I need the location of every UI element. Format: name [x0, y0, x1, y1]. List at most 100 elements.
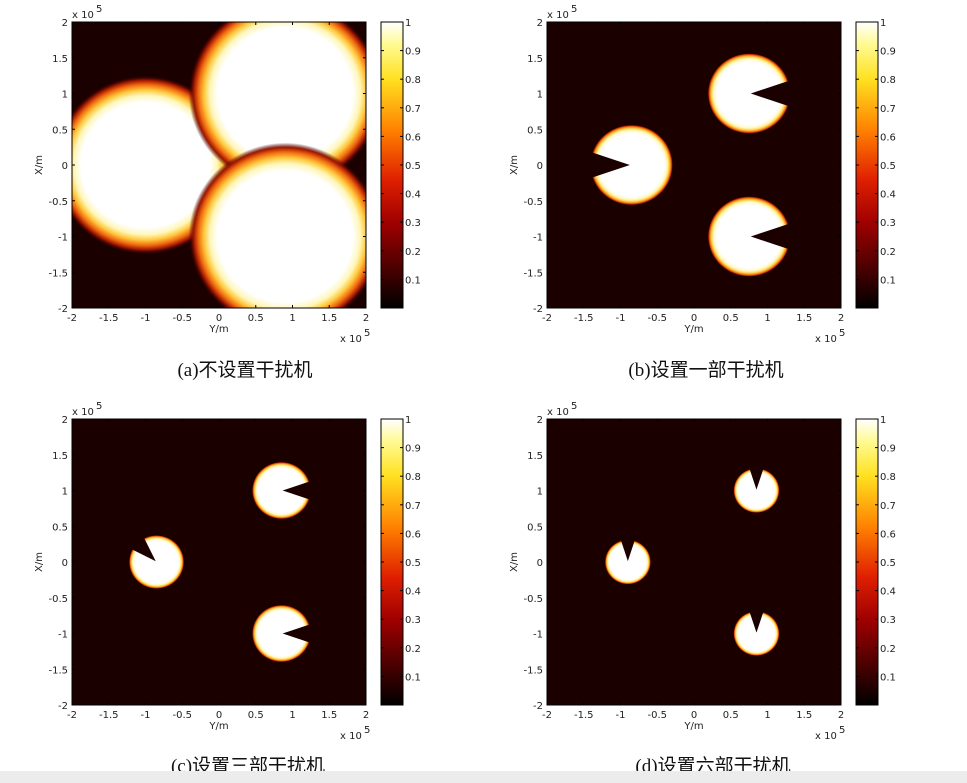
- colorbar-tick-label: 0.4: [880, 190, 896, 201]
- colorbar-tick-label: 0.2: [405, 644, 421, 655]
- x-tick-label: 0: [216, 710, 222, 721]
- colorbar-tick-label: 0.2: [880, 644, 896, 655]
- colorbar-tick-label: 0.3: [880, 218, 896, 229]
- colorbar: [855, 21, 879, 309]
- y-tick-label: 0: [537, 558, 543, 569]
- x-tick-label: 2: [838, 710, 844, 721]
- colorbar-tick-label: 0.9: [880, 444, 896, 455]
- y-exponent-power: 5: [571, 401, 577, 412]
- x-axis-label: Y/m: [208, 721, 228, 732]
- colorbar-tick-label: 0.6: [405, 132, 421, 143]
- y-tick-label: -2: [533, 304, 543, 315]
- colorbar-tick-label: 0.5: [405, 558, 421, 569]
- x-tick-label: -1: [616, 313, 626, 324]
- panel-caption: (a)不设置干扰机: [177, 359, 312, 381]
- jammer-notch-2: [748, 464, 765, 490]
- y-tick-label: 2: [62, 18, 68, 29]
- x-tick-label: 2: [363, 313, 369, 324]
- jammer-notch-3: [750, 221, 796, 252]
- y-tick-label: 0: [62, 558, 68, 569]
- x-tick-label: 1: [289, 710, 295, 721]
- colorbar-tick-label: 1: [880, 415, 886, 426]
- y-tick-label: 0.5: [527, 522, 543, 533]
- y-exponent-label: x 10: [72, 407, 94, 418]
- x-tick-label: 1: [764, 313, 770, 324]
- colorbar-tick-label: 0.4: [880, 587, 896, 598]
- jammer-notch-1: [619, 536, 637, 562]
- y-tick-label: -0.5: [48, 197, 68, 208]
- x-tick-label: 1.5: [321, 313, 337, 324]
- x-exponent-label: x 10: [815, 334, 837, 345]
- x-tick-label: -1.5: [99, 313, 119, 324]
- x-tick-label: -0.5: [647, 313, 667, 324]
- y-tick-label: -0.5: [523, 594, 543, 605]
- x-tick-label: 0.5: [248, 710, 264, 721]
- y-tick-label: 1.5: [527, 54, 543, 65]
- colorbar-tick-label: 0.7: [405, 501, 421, 512]
- y-tick-label: 0: [537, 161, 543, 172]
- x-tick-label: -1: [141, 710, 151, 721]
- heatmap-field: [604, 464, 780, 656]
- x-axis-label: Y/m: [683, 721, 703, 732]
- colorbar-tick-label: 0.7: [405, 104, 421, 115]
- x-tick-label: -1.5: [574, 313, 594, 324]
- detection-zone-2: [252, 461, 311, 520]
- panel-a: -2 -1.5 -1 -0.5 0 0.5 1 1.5 2 2 1.5 1 0.5 0 -0.5 -1 -1.5…: [34, 4, 421, 381]
- colorbar-tick-label: 0.9: [405, 47, 421, 58]
- x-tick-label: 2: [363, 710, 369, 721]
- x-tick-label: 0: [691, 313, 697, 324]
- colorbar-tick-label: 0.8: [405, 75, 421, 86]
- bottom-strip: [0, 771, 967, 783]
- panel-b: -2 -1.5 -1 -0.5 0 0.5 1 1.5 2 2 1.5 1 0.5 0 -0.5 -1 -1.5…: [509, 4, 896, 381]
- x-tick-label: 1.5: [796, 313, 812, 324]
- colorbar: [380, 21, 404, 309]
- jammer-notch-3: [748, 607, 765, 633]
- colorbar-tick-label: 0.7: [880, 501, 896, 512]
- x-tick-label: 1.5: [796, 710, 812, 721]
- y-exponent-label: x 10: [547, 10, 569, 21]
- colorbar-tick-label: 0.4: [405, 190, 421, 201]
- y-tick-label: -1: [58, 630, 68, 641]
- colorbar-tick-label: 0.5: [880, 161, 896, 172]
- y-axis-label: X/m: [509, 552, 520, 572]
- jammer-notch-3: [282, 622, 315, 645]
- x-tick-label: -0.5: [172, 710, 192, 721]
- y-tick-label: -2: [533, 701, 543, 712]
- y-exponent-power: 5: [96, 401, 102, 412]
- x-exponent-power: 5: [839, 725, 845, 736]
- jammer-notch-2: [750, 78, 796, 109]
- x-tick-label: 0.5: [723, 710, 739, 721]
- x-exponent-power: 5: [364, 725, 370, 736]
- y-exponent-power: 5: [96, 4, 102, 15]
- detection-zone-3: [188, 142, 366, 308]
- x-exponent-label: x 10: [340, 731, 362, 742]
- y-axis-label: X/m: [509, 155, 520, 175]
- x-tick-label: 1: [289, 313, 295, 324]
- y-axis-label: X/m: [34, 155, 45, 175]
- detection-zone-1: [590, 124, 673, 206]
- colorbar-tick-label: 0.8: [880, 75, 896, 86]
- colorbar-tick-label: 0.3: [880, 615, 896, 626]
- colorbar-tick-label: 0.9: [880, 47, 896, 58]
- y-tick-label: -1.5: [523, 268, 543, 279]
- detection-zone-3: [733, 611, 780, 656]
- y-tick-label: 0.5: [527, 125, 543, 136]
- x-tick-label: -2: [542, 313, 552, 324]
- colorbar-tick-label: 0.1: [880, 672, 896, 683]
- colorbar: [380, 418, 404, 706]
- y-tick-label: -1: [58, 233, 68, 244]
- y-tick-label: 1.5: [52, 54, 68, 65]
- colorbar-tick-label: 0.5: [880, 558, 896, 569]
- colorbar-tick-label: 0.8: [405, 472, 421, 483]
- x-axis-label: Y/m: [208, 324, 228, 335]
- x-tick-label: 0: [691, 710, 697, 721]
- colorbar-tick-label: 1: [405, 18, 411, 29]
- y-tick-label: -2: [58, 701, 68, 712]
- colorbar-tick-label: 0.4: [405, 587, 421, 598]
- x-tick-label: -1.5: [574, 710, 594, 721]
- heatmap-background: [547, 419, 841, 705]
- x-tick-label: -2: [542, 710, 552, 721]
- y-tick-label: 2: [62, 415, 68, 426]
- y-tick-label: 1: [62, 90, 68, 101]
